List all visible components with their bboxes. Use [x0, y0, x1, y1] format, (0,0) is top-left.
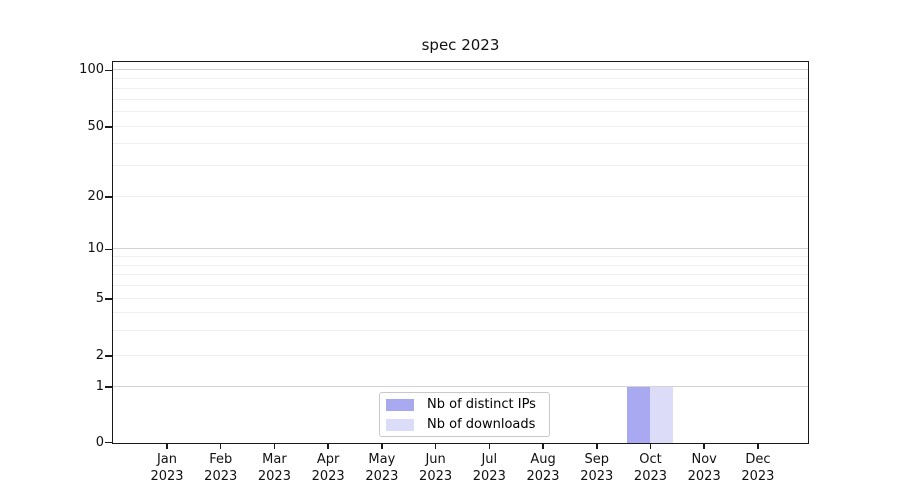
bar-nb-of-downloads-oct: [649, 387, 673, 443]
x-tick-label: May 2023: [347, 451, 417, 485]
gridline-major: [113, 385, 808, 387]
y-tick-label: 5: [95, 291, 104, 307]
x-tick-month: Jun: [425, 452, 446, 467]
gridline-major: [113, 248, 808, 250]
gridline-minor: [113, 312, 808, 314]
x-axis-tick: [757, 444, 759, 449]
gridline-minor: [113, 98, 808, 100]
x-axis-tick: [166, 444, 168, 449]
legend-label-downloads: Nb of downloads: [427, 417, 536, 432]
x-tick-label: Oct 2023: [615, 451, 685, 485]
x-tick-month: Aug: [530, 452, 556, 467]
y-axis-tick: [105, 248, 112, 251]
x-axis-tick: [327, 444, 329, 449]
x-tick-year: 2023: [419, 469, 453, 484]
y-axis-tick: [105, 196, 112, 198]
x-tick-month: Nov: [691, 452, 717, 467]
x-tick-month: Oct: [639, 452, 662, 467]
gridline-minor: [113, 78, 808, 80]
x-tick-label: Apr 2023: [293, 451, 363, 485]
bar-nb-of-distinct-ips-oct: [626, 387, 650, 443]
gridline-minor: [113, 111, 808, 113]
x-tick-month: May: [368, 452, 396, 467]
x-tick-label: Nov 2023: [669, 451, 739, 485]
y-tick-label: 20: [87, 188, 104, 204]
gridline-minor: [113, 256, 808, 258]
gridline-minor: [113, 298, 808, 300]
x-axis-tick: [596, 444, 598, 449]
y-axis-tick: [105, 386, 112, 388]
y-tick-label: 2: [95, 347, 104, 363]
y-axis-tick: [105, 298, 112, 300]
x-tick-month: Jul: [481, 452, 498, 467]
y-tick-label: 100: [79, 62, 104, 78]
y-axis-tick: [105, 441, 112, 444]
x-tick-month: Dec: [745, 452, 771, 467]
x-axis-tick: [434, 444, 437, 449]
legend-swatch-distinct-ips: [386, 398, 414, 411]
gridline-minor: [113, 126, 808, 128]
y-axis-tick: [105, 355, 112, 357]
y-axis-tick: [105, 126, 112, 128]
x-tick-label: Mar 2023: [239, 451, 309, 485]
x-tick-label: Dec 2023: [723, 451, 793, 485]
x-tick-month: Sep: [584, 452, 609, 467]
x-tick-month: Mar: [262, 452, 287, 467]
x-axis-tick: [219, 444, 222, 449]
plot-canvas: [113, 62, 808, 443]
x-tick-year: 2023: [687, 469, 721, 484]
x-tick-label: Jun 2023: [401, 451, 471, 485]
plot-area: [112, 61, 809, 444]
gridline-minor: [113, 143, 808, 145]
x-tick-year: 2023: [472, 469, 506, 484]
x-axis-tick: [542, 444, 544, 449]
y-tick-label: 50: [87, 119, 104, 135]
y-tick-label: 1: [95, 378, 104, 394]
x-axis-tick: [703, 444, 705, 449]
x-axis-tick: [273, 444, 276, 449]
x-tick-label: Sep 2023: [562, 451, 632, 485]
legend-entry-distinct-ips: Nb of distinct IPs: [386, 396, 541, 414]
gridline-minor: [113, 87, 808, 89]
gridline-minor: [113, 264, 808, 266]
x-tick-year: 2023: [580, 469, 614, 484]
x-tick-year: 2023: [633, 469, 668, 484]
x-tick-year: 2023: [365, 469, 399, 484]
chart-title: spec 2023: [421, 36, 500, 54]
legend-label-distinct-ips: Nb of distinct IPs: [427, 397, 536, 412]
y-tick-label: 0: [95, 434, 104, 450]
x-tick-year: 2023: [526, 469, 560, 484]
x-tick-month: Feb: [209, 452, 233, 467]
x-tick-year: 2023: [204, 469, 238, 484]
gridline-minor: [113, 195, 808, 197]
x-tick-label: Aug 2023: [508, 451, 578, 485]
x-tick-month: Jan: [156, 452, 178, 467]
x-tick-year: 2023: [741, 469, 775, 484]
y-tick-label: 10: [87, 241, 104, 257]
gridline-minor: [113, 329, 808, 331]
x-axis-tick: [381, 444, 383, 449]
x-tick-label: Jan 2023: [132, 451, 202, 485]
legend: Nb of distinct IPs Nb of downloads: [379, 392, 550, 437]
x-tick-year: 2023: [311, 469, 345, 484]
y-axis-tick: [105, 69, 112, 72]
x-tick-year: 2023: [150, 469, 184, 484]
x-axis-tick: [488, 444, 491, 449]
x-tick-label: Jul 2023: [454, 451, 524, 485]
legend-entry-downloads: Nb of downloads: [386, 416, 541, 434]
x-axis-tick: [649, 444, 652, 449]
legend-swatch-downloads: [386, 418, 414, 431]
gridline-minor: [113, 354, 808, 356]
x-tick-label: Feb 2023: [186, 451, 256, 485]
gridline-minor: [113, 164, 808, 166]
x-tick-year: 2023: [257, 469, 291, 484]
gridline-minor: [113, 285, 808, 287]
gridline-minor: [113, 274, 808, 276]
gridline-major: [113, 69, 808, 71]
x-tick-month: Apr: [316, 452, 340, 467]
